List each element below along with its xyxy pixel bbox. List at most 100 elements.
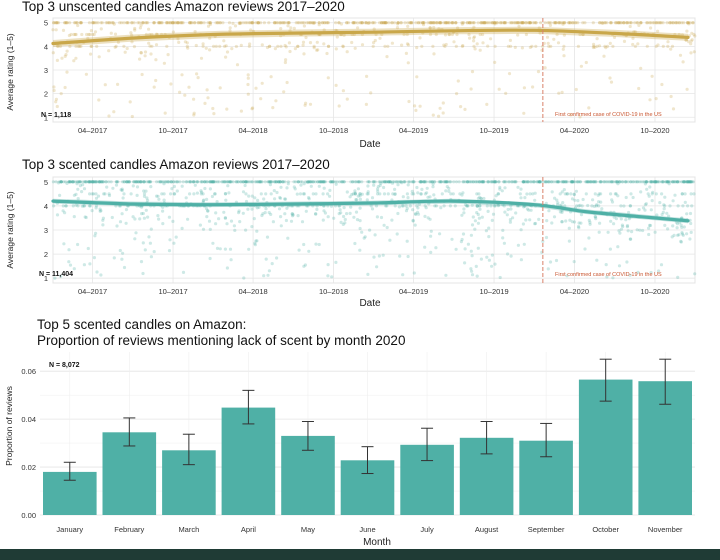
data-point bbox=[432, 21, 436, 25]
data-point bbox=[355, 198, 359, 202]
data-point bbox=[410, 189, 414, 193]
data-point bbox=[225, 50, 230, 54]
data-point bbox=[534, 21, 538, 25]
data-point bbox=[132, 180, 136, 184]
data-point bbox=[570, 180, 574, 184]
data-point bbox=[123, 50, 127, 54]
data-point bbox=[581, 32, 585, 37]
data-point bbox=[311, 192, 315, 196]
data-point bbox=[257, 205, 261, 209]
data-point bbox=[122, 180, 126, 184]
data-point bbox=[331, 180, 335, 184]
data-point bbox=[395, 180, 399, 184]
data-point bbox=[97, 55, 101, 59]
data-point bbox=[622, 39, 627, 44]
data-point bbox=[473, 227, 477, 231]
data-point bbox=[516, 185, 520, 189]
data-point bbox=[405, 206, 409, 211]
data-point bbox=[261, 212, 265, 216]
chart3-error-bars bbox=[63, 358, 672, 481]
chart-scented: Top 3 scented candles Amazon reviews 201… bbox=[5, 157, 697, 309]
data-point bbox=[283, 21, 287, 25]
data-point bbox=[304, 101, 308, 105]
data-point bbox=[278, 180, 282, 184]
data-point bbox=[171, 21, 175, 25]
data-point bbox=[480, 215, 484, 219]
data-point bbox=[524, 21, 528, 25]
data-point bbox=[260, 180, 264, 184]
data-point bbox=[367, 180, 371, 184]
data-point bbox=[317, 21, 321, 25]
data-point bbox=[656, 29, 660, 33]
data-point bbox=[334, 47, 338, 51]
data-point bbox=[252, 217, 256, 221]
data-point bbox=[616, 180, 620, 184]
data-point bbox=[654, 44, 658, 49]
data-point bbox=[382, 192, 387, 196]
data-point bbox=[326, 215, 330, 219]
data-point bbox=[510, 180, 514, 184]
data-point bbox=[244, 180, 248, 184]
data-point bbox=[267, 180, 271, 184]
y-tick-label: 1 bbox=[44, 274, 48, 283]
data-point bbox=[111, 21, 115, 25]
data-point bbox=[529, 208, 533, 212]
data-point bbox=[120, 257, 124, 261]
data-point bbox=[545, 35, 550, 39]
data-point bbox=[399, 21, 403, 25]
data-point bbox=[519, 196, 523, 200]
data-point bbox=[472, 25, 476, 29]
data-point bbox=[152, 21, 156, 25]
data-point bbox=[393, 192, 397, 196]
data-point bbox=[472, 35, 477, 39]
data-point bbox=[420, 44, 424, 49]
data-point bbox=[509, 207, 513, 211]
data-point bbox=[521, 21, 525, 25]
data-point bbox=[596, 193, 600, 197]
data-point bbox=[323, 180, 327, 184]
data-point bbox=[377, 180, 381, 184]
data-point bbox=[497, 87, 501, 91]
data-point bbox=[585, 180, 589, 184]
data-point bbox=[341, 45, 345, 49]
data-point bbox=[501, 236, 505, 240]
data-point bbox=[345, 21, 349, 25]
data-point bbox=[469, 233, 473, 237]
data-point bbox=[393, 192, 397, 196]
data-point bbox=[286, 24, 290, 28]
data-point bbox=[343, 217, 347, 222]
data-point bbox=[86, 36, 90, 40]
data-point bbox=[423, 180, 427, 184]
data-point bbox=[629, 180, 633, 184]
data-point bbox=[314, 242, 318, 246]
data-point bbox=[549, 44, 553, 49]
data-point bbox=[315, 48, 319, 52]
data-point bbox=[281, 21, 285, 25]
data-point bbox=[556, 180, 560, 184]
data-point bbox=[345, 50, 349, 54]
data-point bbox=[639, 180, 643, 184]
data-point bbox=[619, 204, 623, 208]
data-point bbox=[614, 217, 619, 221]
x-tick-label: January bbox=[56, 525, 83, 534]
data-point bbox=[624, 180, 628, 184]
data-point bbox=[531, 85, 535, 89]
data-point bbox=[98, 209, 102, 213]
data-point bbox=[553, 21, 557, 25]
data-point bbox=[72, 21, 77, 25]
data-point bbox=[599, 180, 603, 184]
y-tick-label: 1 bbox=[44, 113, 48, 122]
data-point bbox=[121, 251, 125, 255]
data-point bbox=[660, 82, 664, 87]
data-point bbox=[98, 180, 102, 184]
data-point bbox=[569, 21, 573, 25]
data-point bbox=[213, 180, 217, 184]
data-point bbox=[430, 180, 434, 184]
data-point bbox=[376, 189, 380, 193]
data-point bbox=[431, 21, 435, 25]
data-point bbox=[419, 180, 423, 184]
data-point bbox=[193, 183, 197, 187]
data-point bbox=[128, 100, 132, 104]
data-point bbox=[341, 180, 345, 184]
data-point bbox=[404, 51, 408, 56]
